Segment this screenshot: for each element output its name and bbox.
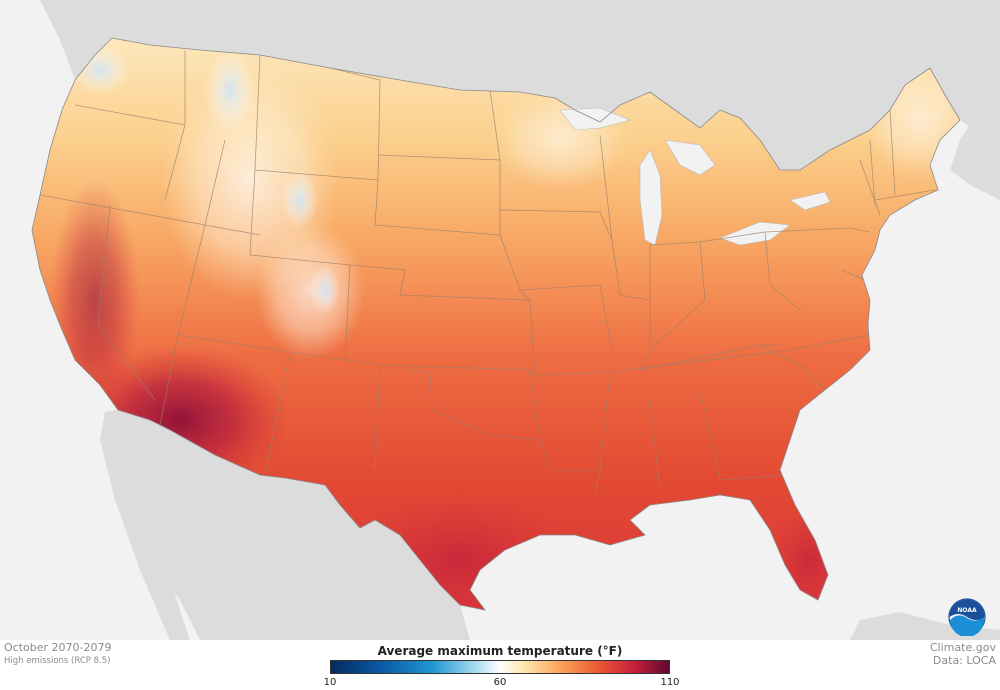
temperature-map bbox=[0, 0, 1000, 640]
legend-mid-label: 60 bbox=[493, 677, 507, 688]
mexico-landmass bbox=[110, 410, 470, 640]
scenario-label: High emissions (RCP 8.5) bbox=[4, 656, 111, 666]
usa-outline bbox=[31, 37, 961, 611]
canada-east-landmass bbox=[930, 0, 1000, 200]
legend-min-label: 10 bbox=[323, 677, 337, 688]
svg-text:NOAA: NOAA bbox=[957, 607, 977, 614]
period-label: October 2070-2079 bbox=[4, 641, 112, 654]
data-credit: Data: LOCA bbox=[932, 654, 996, 667]
noaa-logo-icon: NOAA bbox=[948, 598, 986, 636]
legend-title: Average maximum temperature (°F) bbox=[377, 644, 623, 658]
legend-max-label: 110 bbox=[660, 677, 680, 688]
state-borders bbox=[39, 50, 936, 496]
canada-landmass bbox=[0, 0, 1000, 170]
site-credit: Climate.gov bbox=[929, 641, 996, 654]
baja-landmass bbox=[100, 410, 190, 640]
legend-color-bar bbox=[330, 660, 670, 674]
